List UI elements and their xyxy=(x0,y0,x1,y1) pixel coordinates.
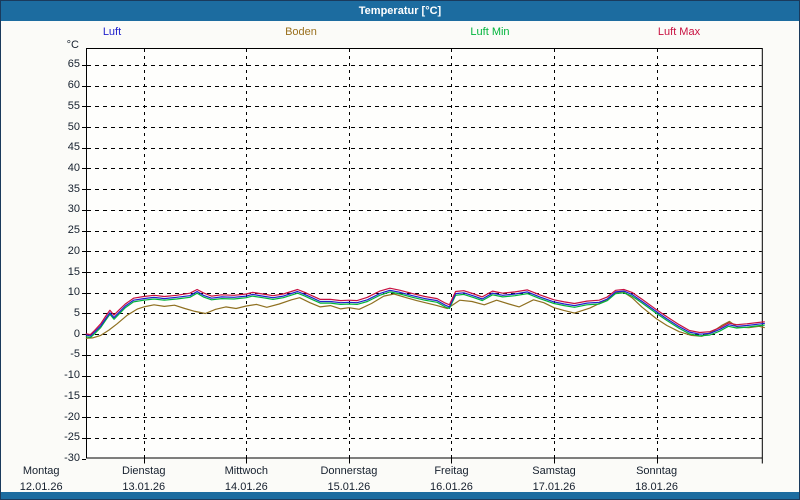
y-axis-tick-label: -15 xyxy=(64,389,80,402)
day-date: 13.01.26 xyxy=(122,481,166,493)
y-axis-tick-label: 55 xyxy=(67,99,80,112)
legend-item-boden: Boden xyxy=(221,26,381,40)
legend-item-luft: Luft xyxy=(32,26,192,40)
legend-item-luft-max: Luft Max xyxy=(599,26,759,40)
legend-item-luft-min: Luft Min xyxy=(410,26,570,40)
legend-label-luft-min: Luft Min xyxy=(470,26,510,38)
title-bar: Temperatur [°C] xyxy=(1,1,799,21)
legend-label-luft-max: Luft Max xyxy=(657,26,701,38)
legend-label-luft: Luft xyxy=(102,26,122,38)
y-axis-tick-label: 0 xyxy=(73,327,80,340)
day-name: Samstag xyxy=(532,465,576,477)
y-axis-tick-label: 5 xyxy=(73,306,80,319)
x-axis-day-label: Mittwoch 14.01.26 xyxy=(191,465,301,493)
day-name: Mittwoch xyxy=(224,465,269,477)
y-axis-tick-label: 65 xyxy=(67,58,80,71)
day-name: Donnerstag xyxy=(320,465,378,477)
day-name: Dienstag xyxy=(122,465,166,477)
x-axis-day-label: Montag 12.01.26 xyxy=(0,465,96,493)
x-axis-day-label: Freitag 16.01.26 xyxy=(396,465,506,493)
footer-bar xyxy=(1,492,799,499)
series-line-luft-min xyxy=(85,291,765,339)
day-name: Montag xyxy=(22,465,60,477)
day-date: 17.01.26 xyxy=(532,481,576,493)
x-axis-day-label: Donnerstag 15.01.26 xyxy=(294,465,404,493)
y-axis-tick-label: -30 xyxy=(64,452,80,464)
day-name: Freitag xyxy=(434,465,469,477)
y-axis-tick-label: -25 xyxy=(64,431,80,444)
series-line-luft xyxy=(85,289,765,337)
y-axis-tick-label: 50 xyxy=(67,120,80,133)
y-axis-tick-label: 20 xyxy=(67,244,80,257)
x-axis-day-label: Sonntag 18.01.26 xyxy=(602,465,712,493)
day-date: 16.01.26 xyxy=(430,481,473,493)
y-axis-tick-label: -5 xyxy=(70,348,80,361)
x-axis-day-label: Samstag 17.01.26 xyxy=(499,465,609,493)
y-axis-tick-label: 30 xyxy=(67,203,80,216)
y-axis-tick-label: 40 xyxy=(67,161,80,174)
y-axis-tick-label: 15 xyxy=(67,265,80,278)
x-axis-day-label: Dienstag 13.01.26 xyxy=(89,465,199,493)
day-name: Sonntag xyxy=(636,465,678,477)
plot-area-border xyxy=(86,48,763,459)
day-date: 12.01.26 xyxy=(19,481,63,493)
series-line-boden xyxy=(85,290,765,339)
y-axis-tick-label: -10 xyxy=(64,369,80,382)
y-axis-unit-label: °C xyxy=(66,39,79,51)
y-axis-tick-label: 25 xyxy=(67,224,80,237)
y-axis-tick-label: 35 xyxy=(67,182,80,195)
day-date: 18.01.26 xyxy=(635,481,678,493)
y-axis-tick-label: -20 xyxy=(64,410,80,423)
page-title: Temperatur [°C] xyxy=(358,5,442,17)
y-axis-tick-label: 10 xyxy=(67,286,80,299)
series-line-luft-max xyxy=(85,287,765,336)
legend-label-boden: Boden xyxy=(285,26,317,38)
day-date: 15.01.26 xyxy=(327,481,371,493)
day-date: 14.01.26 xyxy=(224,481,268,493)
y-axis-tick-label: 45 xyxy=(67,141,80,154)
y-axis-tick-label: 60 xyxy=(67,79,80,92)
